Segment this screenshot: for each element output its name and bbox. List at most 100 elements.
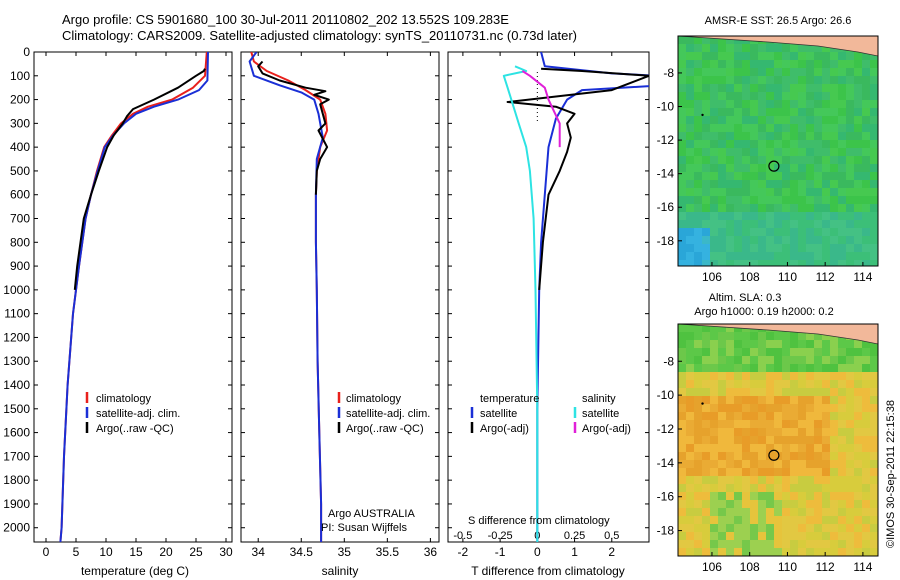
map-cell xyxy=(734,436,742,444)
map-cell xyxy=(830,476,838,484)
map-cell xyxy=(678,468,686,476)
map-cell xyxy=(774,340,782,348)
map-cell xyxy=(734,412,742,420)
map-cell xyxy=(846,428,854,436)
map-cell xyxy=(686,100,694,108)
map-cell xyxy=(798,204,806,212)
map-cell xyxy=(798,332,806,340)
x-tick-label: -2 xyxy=(458,545,469,559)
map-cell xyxy=(790,236,798,244)
map-cell xyxy=(862,76,870,84)
sst-map-title: AMSR-E SST: 26.5 Argo: 26.6 xyxy=(705,15,852,27)
x2-tick-label: -0.5 xyxy=(453,530,472,542)
map-cell xyxy=(814,332,822,340)
map-cell xyxy=(686,372,694,380)
map-cell xyxy=(750,460,758,468)
map-cell xyxy=(726,84,734,92)
map-cell xyxy=(830,108,838,116)
map-cell xyxy=(734,156,742,164)
map-cell xyxy=(694,532,702,540)
map-cell xyxy=(702,172,710,180)
map-cell xyxy=(790,180,798,188)
map-y-tick-label: -8 xyxy=(663,66,674,80)
map-cell xyxy=(694,212,702,220)
map-cell xyxy=(790,404,798,412)
map-cell xyxy=(710,252,718,260)
map-cell xyxy=(830,228,838,236)
map-cell xyxy=(830,196,838,204)
map-cell xyxy=(750,252,758,260)
map-cell xyxy=(726,252,734,260)
map-cell xyxy=(750,148,758,156)
map-cell xyxy=(782,460,790,468)
map-cell xyxy=(710,116,718,124)
map-cell xyxy=(726,260,734,266)
map-cell xyxy=(806,516,814,524)
map-cell xyxy=(702,44,710,52)
x-tick-label: -1 xyxy=(495,545,506,559)
map-cell xyxy=(814,412,822,420)
map-cell xyxy=(782,436,790,444)
map-cell xyxy=(798,476,806,484)
map-cell xyxy=(678,52,686,60)
map-cell xyxy=(734,492,742,500)
map-cell xyxy=(846,132,854,140)
map-cell xyxy=(750,68,758,76)
map-cell xyxy=(758,76,766,84)
map-cell xyxy=(806,460,814,468)
map-cell xyxy=(838,84,846,92)
map-cell xyxy=(854,380,862,388)
map-cell xyxy=(750,332,758,340)
map-cell xyxy=(710,332,718,340)
map-cell xyxy=(790,44,798,52)
map-cell xyxy=(838,404,846,412)
series-line-argo xyxy=(73,68,206,291)
map-cell xyxy=(742,388,750,396)
map-cell xyxy=(822,380,830,388)
map-cell xyxy=(862,476,870,484)
map-cell xyxy=(814,484,822,492)
map-cell xyxy=(710,36,718,44)
map-cell xyxy=(870,428,878,436)
map-cell xyxy=(758,196,766,204)
map-cell xyxy=(830,428,838,436)
map-cell xyxy=(862,548,870,556)
map-cell xyxy=(742,484,750,492)
map-cell xyxy=(846,52,854,60)
map-cell xyxy=(774,92,782,100)
map-cell xyxy=(846,212,854,220)
map-cell xyxy=(734,468,742,476)
map-cell xyxy=(838,260,846,266)
map-cell xyxy=(694,348,702,356)
map-cell xyxy=(870,356,878,364)
map-cell xyxy=(758,172,766,180)
map-cell xyxy=(774,364,782,372)
map-cell xyxy=(830,444,838,452)
map-cell xyxy=(694,156,702,164)
map-cell xyxy=(678,476,686,484)
map-cell xyxy=(766,148,774,156)
map-cell xyxy=(726,444,734,452)
map-cell xyxy=(790,460,798,468)
map-cell xyxy=(846,108,854,116)
map-cell xyxy=(870,388,878,396)
t-difference-axis-label: T difference from climatology xyxy=(471,564,625,578)
map-cell xyxy=(686,364,694,372)
map-cell xyxy=(718,156,726,164)
map-cell xyxy=(838,548,846,556)
y-tick-label: 1200 xyxy=(3,330,30,344)
map-cell xyxy=(734,204,742,212)
map-cell xyxy=(678,84,686,92)
map-cell xyxy=(862,524,870,532)
map-cell xyxy=(782,44,790,52)
map-cell xyxy=(734,508,742,516)
map-cell xyxy=(774,436,782,444)
map-cell xyxy=(774,356,782,364)
map-cell xyxy=(678,508,686,516)
map-cell xyxy=(766,180,774,188)
map-cell xyxy=(870,452,878,460)
map-cell xyxy=(686,388,694,396)
map-cell xyxy=(806,500,814,508)
map-cell xyxy=(830,524,838,532)
map-cell xyxy=(766,412,774,420)
